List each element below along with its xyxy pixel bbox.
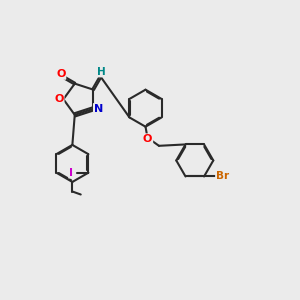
Text: I: I [69, 168, 73, 178]
Text: Br: Br [216, 172, 229, 182]
Text: O: O [56, 69, 65, 79]
Text: H: H [97, 67, 106, 76]
Text: O: O [54, 94, 64, 104]
Text: N: N [94, 104, 103, 114]
Text: O: O [143, 134, 152, 144]
